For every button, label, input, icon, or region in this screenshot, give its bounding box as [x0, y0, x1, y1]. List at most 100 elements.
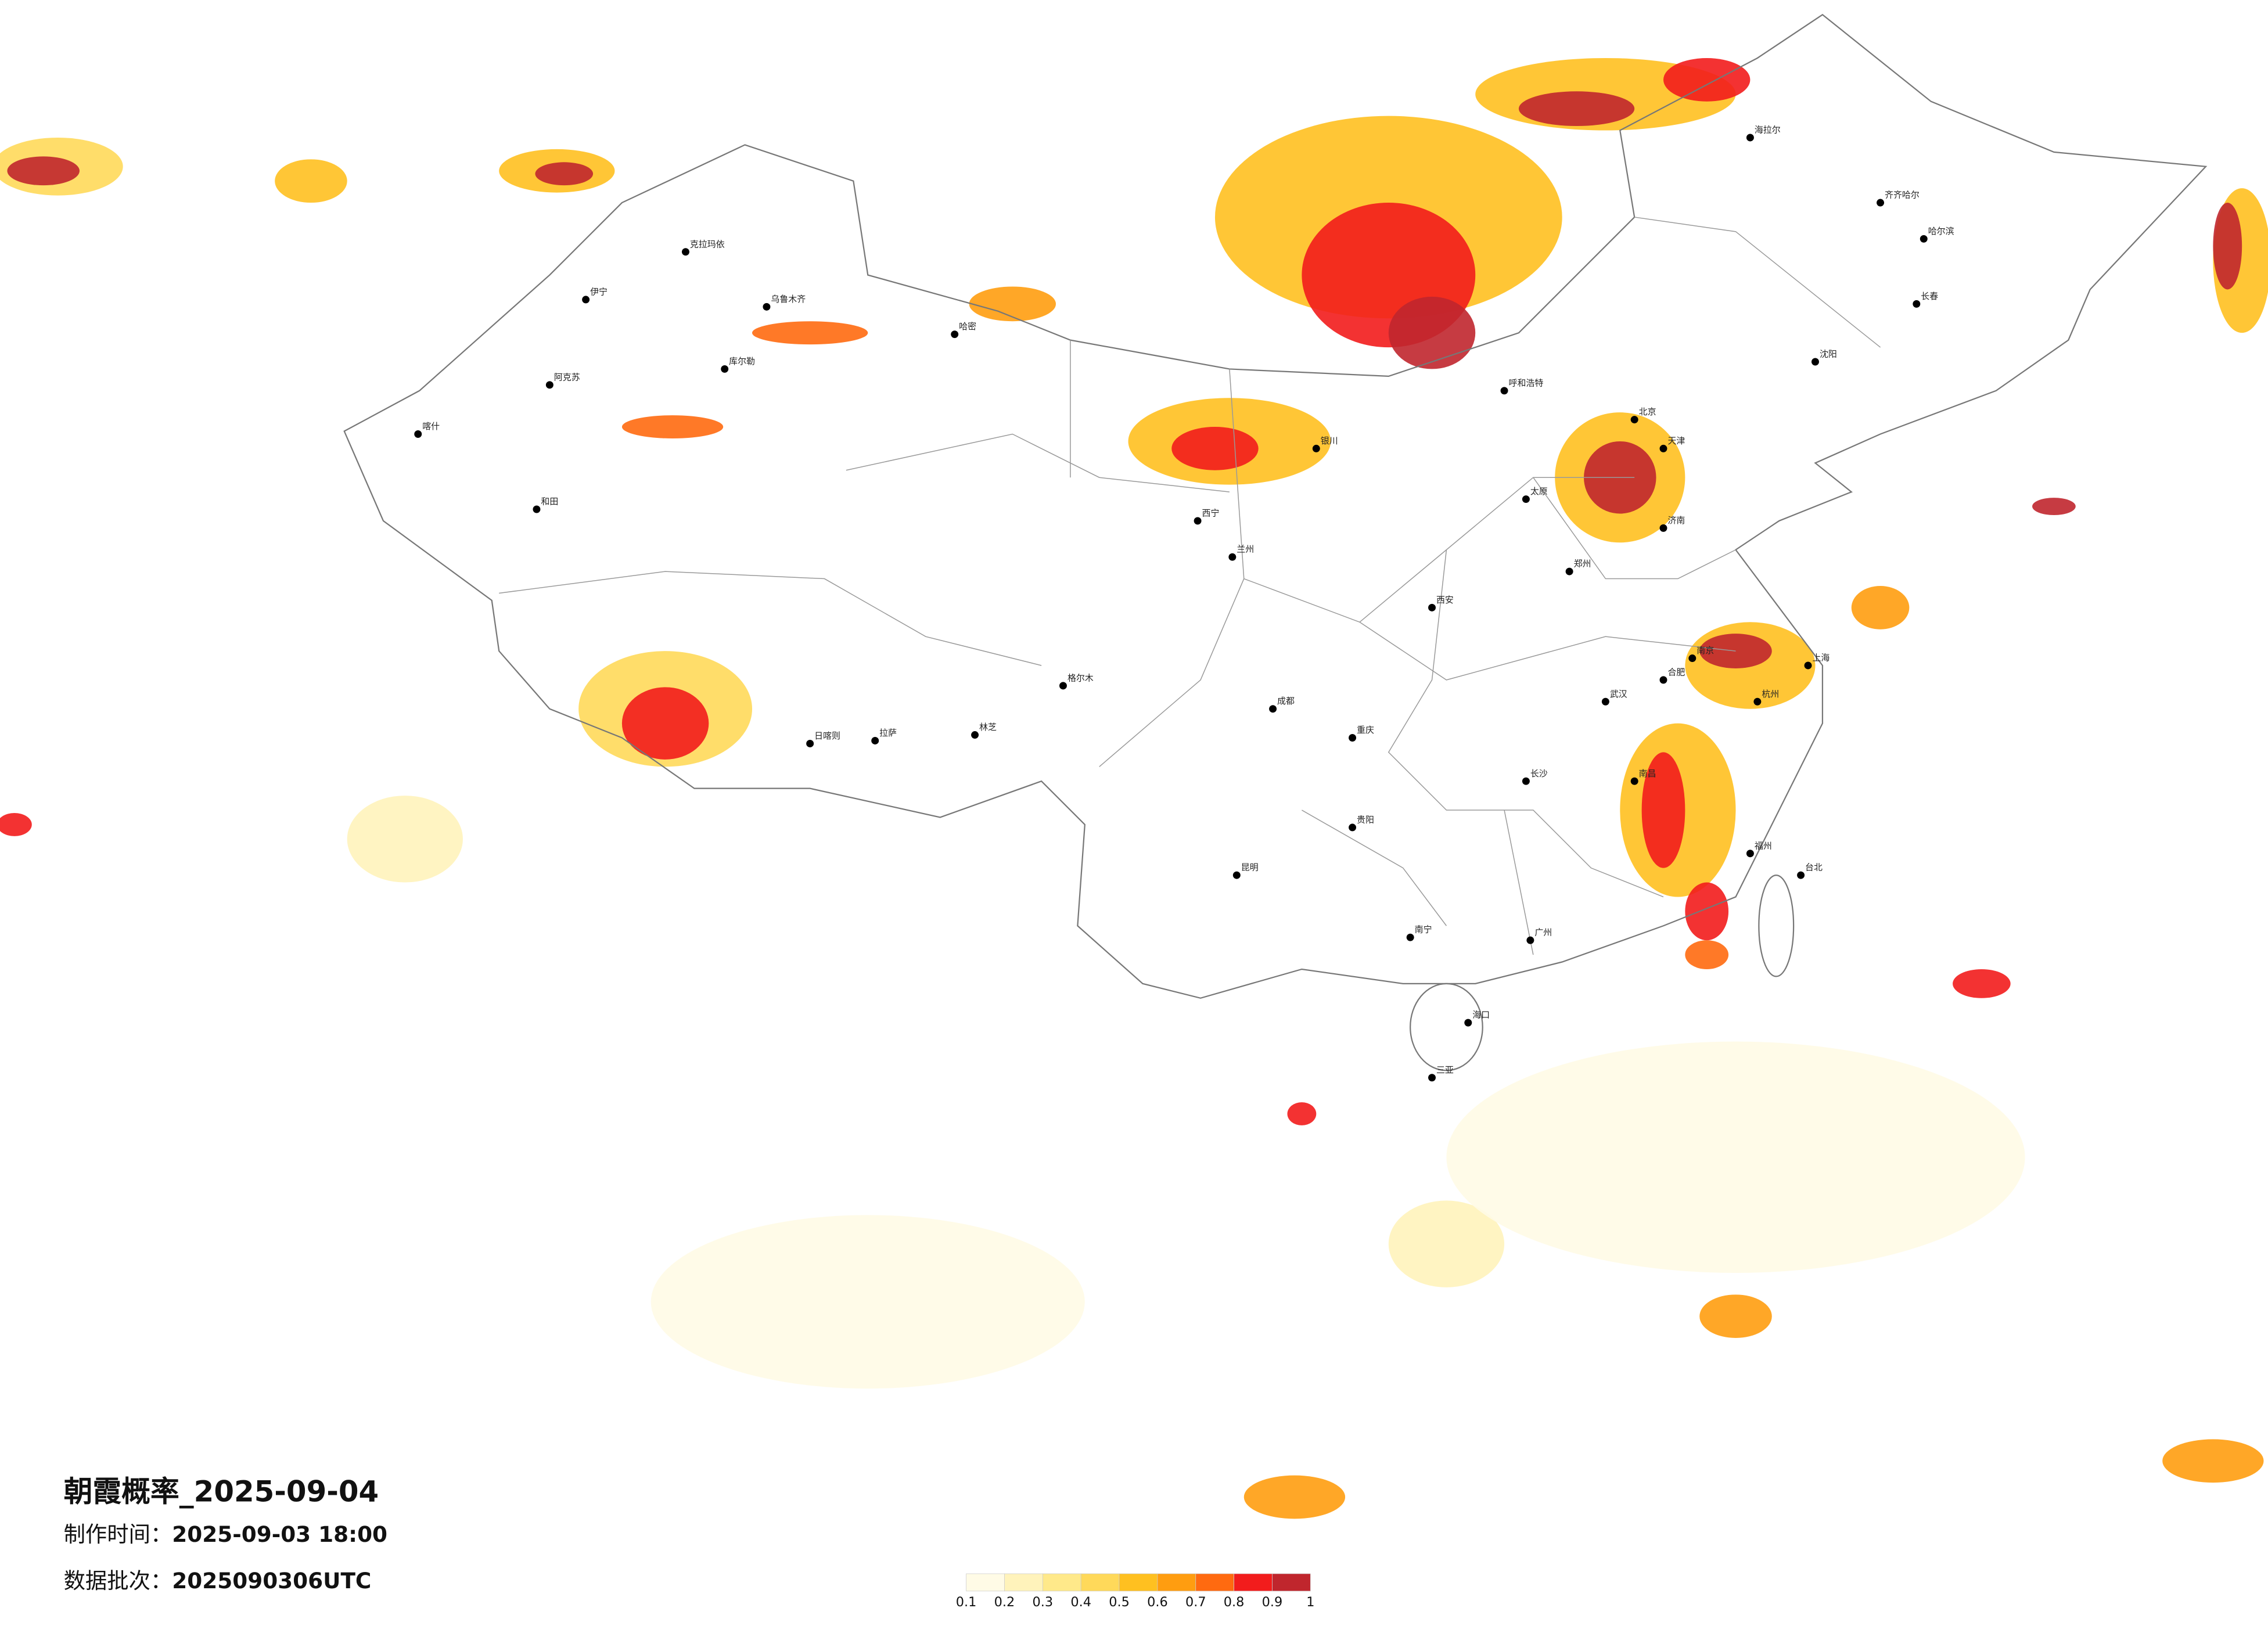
city-label: 齐齐哈尔	[1885, 190, 1920, 200]
city-dot	[1746, 850, 1754, 858]
city-dot	[1913, 300, 1921, 308]
city-label: 西安	[1436, 595, 1454, 605]
city-dot	[582, 296, 590, 304]
colorbar-swatch	[1272, 1573, 1311, 1592]
probability-area	[2032, 498, 2076, 515]
city-dot	[1630, 416, 1638, 424]
city-dot	[1688, 654, 1696, 662]
city-label: 济南	[1667, 515, 1685, 526]
city-dot	[721, 365, 729, 373]
probability-area	[1446, 1041, 2025, 1273]
city-label: 银川	[1321, 436, 1338, 446]
probability-area	[752, 321, 868, 345]
city-dot	[971, 731, 979, 739]
city-dot	[545, 381, 553, 389]
probability-area	[621, 687, 709, 760]
city-label: 天津	[1667, 436, 1685, 446]
city-label: 海口	[1472, 1010, 1490, 1020]
city-label: 海拉尔	[1755, 125, 1781, 135]
province-borders	[499, 217, 1881, 955]
colorbar-tick-label: 0.4	[1070, 1595, 1091, 1610]
colorbar-tick-label: 0.2	[994, 1595, 1015, 1610]
probability-area	[2162, 1439, 2264, 1483]
city-label: 武汉	[1610, 689, 1627, 699]
probability-area	[1953, 969, 2011, 998]
production-time: 制作时间：2025-09-03 18:00	[64, 1521, 387, 1547]
city-label: 拉萨	[879, 728, 897, 738]
city-dot	[1312, 444, 1320, 452]
probability-area	[1851, 586, 1910, 629]
city-dot	[1464, 1019, 1472, 1027]
city-label: 长沙	[1530, 768, 1548, 779]
city-label: 三亚	[1436, 1064, 1454, 1075]
city-dot	[1659, 676, 1667, 684]
city-dot	[1349, 823, 1357, 832]
city-dot	[1811, 358, 1819, 366]
city-label: 西宁	[1202, 508, 1220, 518]
city-label: 昆明	[1241, 862, 1259, 873]
city-label: 长春	[1921, 291, 1938, 301]
probability-field	[0, 57, 2268, 1519]
colorbar-swatch	[1080, 1573, 1120, 1592]
city-label: 哈尔滨	[1928, 226, 1954, 236]
city-label: 喀什	[422, 421, 440, 431]
city-dot	[533, 505, 541, 513]
probability-area	[1663, 57, 1751, 102]
probability-area	[1287, 1102, 1317, 1125]
data-batch: 数据批次：2025090306UTC	[64, 1568, 372, 1593]
colorbar-swatch	[1234, 1573, 1273, 1592]
city-label: 和田	[541, 497, 558, 507]
city-dot	[414, 430, 422, 438]
hainan-outline	[1410, 983, 1483, 1071]
probability-area	[347, 796, 463, 883]
city-label: 伊宁	[590, 286, 608, 297]
city-label: 合肥	[1667, 667, 1685, 677]
city-label: 北京	[1639, 406, 1656, 417]
city-dot	[1194, 517, 1202, 525]
city-dot	[1753, 697, 1762, 706]
city-label: 格尔木	[1067, 672, 1094, 683]
city-label: 广州	[1534, 927, 1552, 938]
probability-area	[1699, 1294, 1772, 1339]
probability-area	[1388, 296, 1476, 369]
city-dot	[1920, 235, 1928, 243]
city-label: 上海	[1813, 653, 1830, 663]
city-label: 福州	[1755, 840, 1772, 851]
city-label: 库尔勒	[729, 356, 755, 366]
city-dot	[1877, 199, 1885, 207]
colorbar-swatch	[1042, 1573, 1081, 1592]
probability-area	[1685, 940, 1729, 969]
city-label: 日喀则	[814, 731, 840, 741]
city-label: 杭州	[1762, 689, 1779, 699]
probability-area	[0, 813, 32, 836]
city-label: 林芝	[979, 722, 997, 732]
data-batch-value: 2025090306UTC	[172, 1568, 371, 1593]
city-dot	[1428, 603, 1436, 611]
city-label: 哈密	[959, 321, 976, 332]
colorbar-swatch	[1119, 1573, 1158, 1592]
colorbar-tick-label: 0.8	[1224, 1595, 1245, 1610]
probability-area	[1641, 752, 1685, 868]
probability-area	[535, 162, 594, 186]
city-label: 贵阳	[1357, 814, 1374, 825]
city-dot	[1406, 933, 1414, 941]
city-label: 南京	[1696, 645, 1714, 656]
probability-area	[969, 286, 1056, 322]
city-dot	[1500, 387, 1508, 395]
city-label: 克拉玛依	[690, 239, 725, 249]
colorbar-tick-label: 0.3	[1033, 1595, 1054, 1610]
probability-area	[2213, 203, 2242, 290]
city-label: 乌鲁木齐	[771, 294, 806, 304]
city-dot	[1428, 1074, 1436, 1082]
data-batch-label: 数据批次：	[64, 1568, 172, 1593]
probability-area	[1243, 1475, 1346, 1519]
china-outline	[343, 13, 2208, 999]
probability-area	[1685, 882, 1729, 941]
probability-area	[1699, 634, 1772, 668]
production-time-label: 制作时间：	[64, 1521, 172, 1547]
city-label: 南宁	[1415, 924, 1432, 935]
city-dot	[1269, 705, 1277, 713]
